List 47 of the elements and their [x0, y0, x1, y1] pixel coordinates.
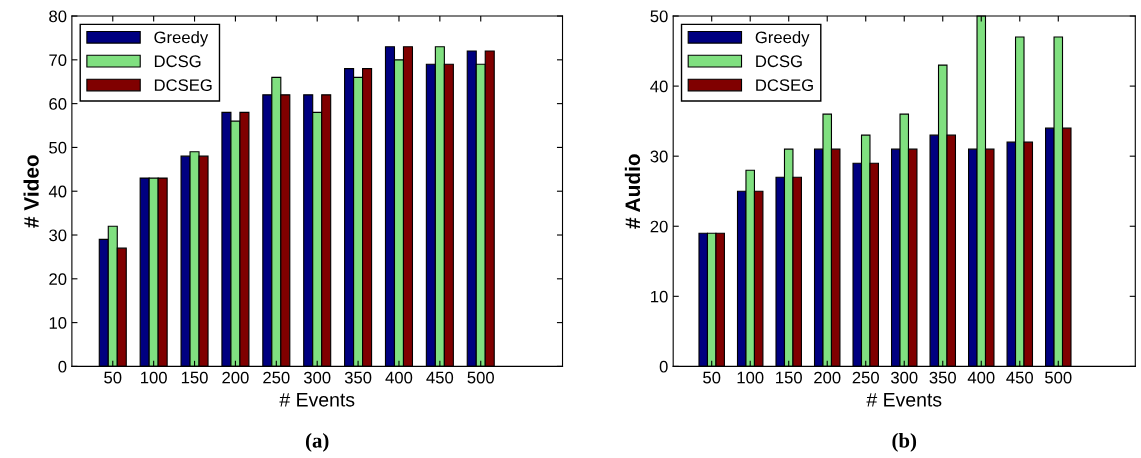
y-tick-label: 20 — [650, 220, 668, 233]
y-tick-label: 50 — [49, 141, 67, 154]
x-tick-label: 500 — [467, 371, 494, 384]
x-axis-title: # Events — [279, 393, 355, 407]
x-tick-label: 200 — [222, 371, 249, 384]
x-tick-label: 150 — [181, 371, 208, 384]
text: (a) — [305, 432, 329, 452]
x-tick-label: 100 — [141, 371, 167, 384]
y-tick-label: 80 — [49, 10, 67, 23]
x-tick-label: 50 — [104, 371, 122, 384]
x-tick-label: 300 — [303, 371, 331, 384]
x-tick-label: 400 — [967, 371, 995, 384]
y-tick-label: 30 — [650, 150, 668, 163]
y-tick-label: 70 — [49, 54, 67, 67]
y-tick-label: 10 — [651, 290, 668, 303]
y-tick-label: 0 — [659, 360, 668, 373]
x-tick-label: 450 — [426, 371, 454, 384]
x-tick-label: 500 — [1045, 371, 1072, 384]
y-tick-label: 40 — [650, 80, 668, 93]
x-tick-label: 150 — [776, 371, 802, 384]
x-tick-label: 50 — [703, 371, 721, 384]
legend-label: DCSEG — [756, 79, 813, 92]
legend-label: DCSEG — [154, 79, 212, 92]
x-tick-label: 450 — [1006, 371, 1034, 384]
x-tick-label: 350 — [929, 371, 956, 384]
x-tick-label: 350 — [344, 371, 372, 384]
y-tick-label: 30 — [49, 229, 67, 242]
legend-label: DCSG — [756, 55, 802, 68]
x-axis-title: # Events — [866, 393, 942, 407]
x-tick-label: 250 — [852, 371, 879, 384]
y-tick-label: 10 — [49, 317, 67, 329]
x-tick-label: 100 — [737, 371, 764, 384]
legend-label: Greedy — [154, 31, 209, 47]
y-tick-label: 40 — [48, 185, 67, 198]
x-tick-label: 250 — [263, 371, 290, 384]
text: (b) — [892, 432, 917, 452]
y-tick-label: 0 — [58, 360, 67, 373]
y-tick-label: 50 — [650, 10, 668, 23]
x-tick-label: 400 — [385, 371, 413, 384]
x-tick-label: 300 — [890, 371, 918, 384]
y-tick-label: 20 — [49, 273, 67, 286]
legend-label: DCSG — [154, 55, 201, 68]
y-axis-title: # Video — [23, 155, 39, 228]
legend-label: Greedy — [755, 31, 810, 47]
y-tick-label: 60 — [49, 98, 67, 110]
y-axis-title: # Audio — [624, 154, 641, 229]
x-tick-label: 200 — [814, 371, 841, 384]
